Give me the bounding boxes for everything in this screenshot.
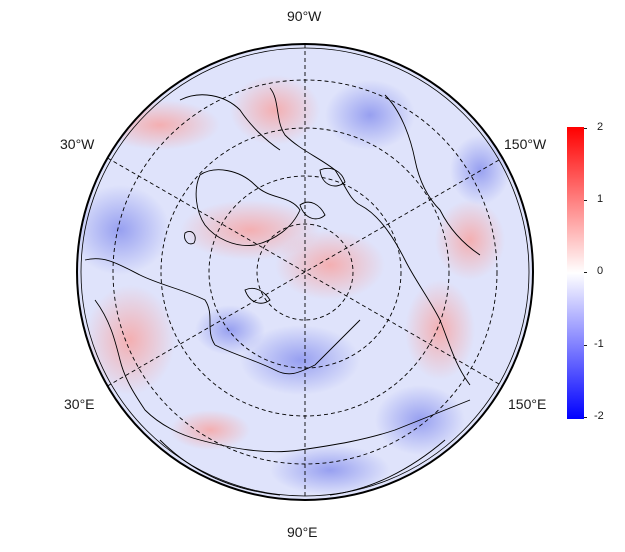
label-150w: 150°W <box>504 136 547 152</box>
label-90w: 90°W <box>287 8 322 24</box>
map-boundary <box>76 43 534 501</box>
colorbar-tick-2: 2 <box>597 121 604 133</box>
colorbar-tick-neg2: -2 <box>594 410 604 422</box>
colorbar <box>567 127 584 419</box>
label-30w: 30°W <box>60 136 95 152</box>
map-inner-boundary <box>80 47 530 497</box>
graticule <box>107 44 503 500</box>
colorbar-tickmark-2 <box>584 128 587 129</box>
colorbar-tick-neg1: -1 <box>594 338 604 350</box>
label-30e: 30°E <box>64 396 95 412</box>
label-150e: 150°E <box>508 396 547 412</box>
anomaly-field <box>77 44 533 500</box>
colorbar-tick-0: 0 <box>597 265 604 277</box>
colorbar-tick-1: 1 <box>597 193 604 205</box>
colorbar-tickmark-1 <box>584 200 587 201</box>
colorbar-tickmark-neg2 <box>584 417 587 418</box>
coastlines <box>84 87 481 496</box>
colorbar-tickmark-neg1 <box>584 345 587 346</box>
colorbar-tickmark-0 <box>584 272 587 273</box>
label-90e: 90°E <box>287 524 318 540</box>
